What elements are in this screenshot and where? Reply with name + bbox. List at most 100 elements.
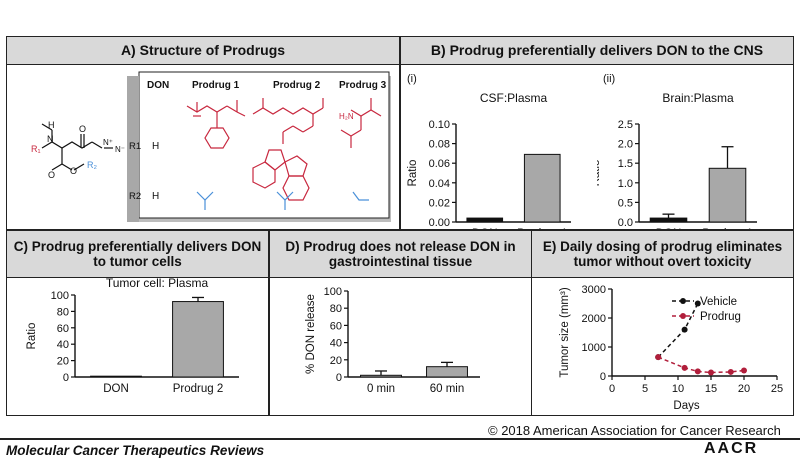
prodrug2-r1-structure: [252, 98, 324, 201]
panel-label: (i): [407, 73, 417, 85]
mol-n2-label: N⁺: [103, 138, 113, 147]
legend-label: Vehicle: [700, 296, 737, 308]
x-tick-label: Prodrug 1: [702, 228, 753, 229]
x-tick-label: 0 min: [367, 383, 395, 395]
y-tick-label: 2000: [582, 313, 606, 325]
y-tick-label: 2.0: [618, 139, 633, 151]
mol-r2-label: R₂: [87, 160, 97, 170]
data-point: [708, 369, 714, 376]
chart-c: Tumor cell: Plasma 0 20 40 60 80 100 Ratio DON Pr…: [26, 277, 239, 395]
chart-title: Brain:Plasma: [662, 91, 734, 105]
legend-label: Prodrug: [700, 311, 741, 323]
bar: [466, 217, 504, 223]
y-axis-label: Ratio: [597, 160, 602, 187]
x-tick-label: DON: [656, 228, 682, 229]
y-axis-label: Ratio: [407, 160, 419, 187]
data-point: [694, 368, 701, 375]
x-tick-label: DON: [103, 383, 129, 395]
y-tick-label: 0.00: [429, 217, 450, 229]
data-point: [727, 368, 734, 375]
y-axis-label: Tumor size (mm³): [559, 287, 571, 377]
row-label-r1: R1: [129, 141, 141, 152]
y-tick-label: 80: [330, 303, 342, 315]
mol-o-label-1: O: [79, 124, 86, 134]
bar: [523, 153, 561, 223]
y-tick-label: 0.06: [429, 158, 450, 170]
legend-marker: [680, 298, 686, 304]
chart-e: 0 1000 2000 3000 Tumor size (mm³) 0 5 10 15 20 25 D…: [559, 284, 783, 412]
chart-title: CSF:Plasma: [480, 91, 548, 105]
y-tick-label: 1.0: [618, 178, 633, 190]
y-tick-label: 40: [57, 339, 69, 351]
legend-marker: [680, 313, 686, 319]
y-tick-label: 1.5: [618, 158, 633, 170]
y-tick-label: 40: [330, 338, 342, 350]
r2-blue-structures: [196, 191, 369, 210]
y-tick-label: 20: [330, 355, 342, 367]
col-header-prodrug1: Prodrug 1: [192, 80, 240, 91]
x-tick-label: Prodrug 1: [517, 228, 568, 229]
bar: [649, 217, 688, 223]
chart-d: 0 20 40 60 80 100 % DON release 0 min 60 min: [305, 286, 480, 395]
panel-label: (ii): [603, 73, 615, 85]
y-tick-label: 3000: [582, 284, 606, 296]
y-tick-label: 0: [63, 372, 69, 384]
mol-n-label: N: [47, 134, 54, 144]
x-tick-label: 25: [771, 383, 783, 395]
bar: [360, 374, 402, 378]
don-r1-value: H: [152, 141, 159, 152]
y-tick-label: 100: [324, 286, 342, 298]
y-tick-label: 0.02: [429, 197, 450, 209]
panel-c-title: C) Prodrug preferentially delivers DON t…: [7, 231, 268, 278]
mol-o-label-2: O: [48, 170, 55, 180]
x-axis-label: Days: [673, 400, 699, 412]
journal-name: Molecular Cancer Therapeutics Reviews: [6, 443, 265, 458]
y-tick-label: 0.10: [429, 119, 450, 131]
prodrug3-h2n-label: H₂N: [339, 112, 354, 121]
y-tick-label: 80: [57, 306, 69, 318]
row-label-band: [127, 76, 139, 222]
structure-table: [138, 71, 390, 219]
x-tick-label: 5: [642, 383, 648, 395]
data-point: [694, 300, 701, 307]
y-tick-label: 60: [330, 320, 342, 332]
y-tick-label: 60: [57, 323, 69, 335]
panel-b: B) Prodrug preferentially delivers DON t…: [400, 36, 794, 230]
y-tick-label: 1000: [582, 342, 606, 354]
y-tick-label: 0.04: [429, 178, 450, 190]
series-line: [657, 303, 699, 358]
panel-c: C) Prodrug preferentially delivers DON t…: [6, 230, 269, 416]
bar: [426, 366, 468, 378]
col-header-prodrug3: Prodrug 3: [339, 80, 387, 91]
prodrug1-r1-structure: [186, 100, 246, 149]
x-tick-label: 60 min: [430, 383, 465, 395]
chart-title: Tumor cell: Plasma: [106, 277, 209, 290]
footer-divider: [0, 438, 800, 440]
y-tick-label: 0.5: [618, 197, 633, 209]
x-tick-label: Prodrug 2: [173, 383, 224, 395]
y-axis-label: % DON release: [305, 294, 317, 374]
don-r2-value: H: [152, 191, 159, 202]
y-tick-label: 0.08: [429, 139, 450, 151]
don-scaffold-molecule: [41, 123, 113, 171]
panel-a: A) Structure of Prodrugs H N R₁ O O O: [6, 36, 400, 230]
panel-e: E) Daily dosing of prodrug eliminates tu…: [531, 230, 794, 416]
panel-b-title: B) Prodrug preferentially delivers DON t…: [401, 37, 793, 65]
data-point: [681, 364, 688, 371]
row-label-r2: R2: [129, 191, 141, 202]
x-tick-label: 15: [705, 383, 717, 395]
panel-d: D) Prodrug does not release DON in gastr…: [269, 230, 532, 416]
bar: [172, 301, 224, 378]
y-tick-label: 100: [51, 290, 69, 302]
copyright-notice: © 2018 American Association for Cancer R…: [488, 423, 781, 438]
y-tick-label: 20: [57, 356, 69, 368]
panel-a-title: A) Structure of Prodrugs: [7, 37, 399, 65]
aacr-logo: AACR: [704, 440, 759, 457]
data-point: [681, 326, 688, 333]
y-tick-label: 2.5: [618, 119, 633, 131]
mol-h-label: H: [48, 120, 55, 130]
y-tick-label: 0: [336, 372, 342, 384]
x-tick-label: 10: [672, 383, 684, 395]
y-tick-label: 0: [600, 371, 606, 383]
mol-r1-label: R₁: [31, 144, 41, 154]
